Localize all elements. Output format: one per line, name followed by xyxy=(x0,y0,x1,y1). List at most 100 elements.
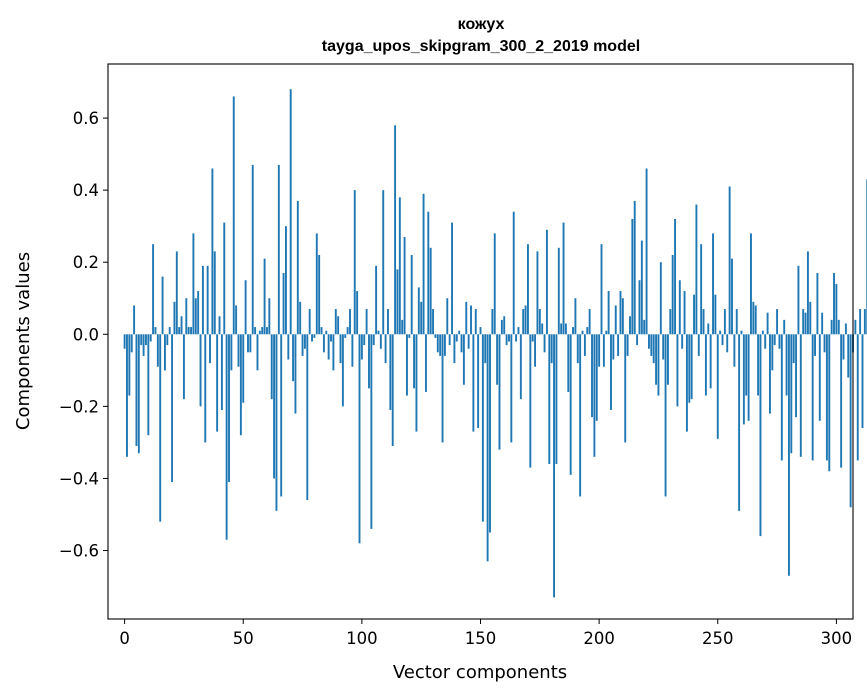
bar-128 xyxy=(427,211,430,335)
bar-229 xyxy=(666,334,669,385)
bar-164 xyxy=(512,211,515,335)
bar-281 xyxy=(790,334,793,454)
bar-130 xyxy=(432,309,434,335)
bar-167 xyxy=(519,334,522,400)
bar-199 xyxy=(595,334,598,421)
bar-306 xyxy=(849,334,852,508)
bar-34 xyxy=(204,334,207,443)
bar-108 xyxy=(379,334,382,349)
bar-55 xyxy=(254,327,257,335)
bar-211 xyxy=(624,334,627,443)
bar-8 xyxy=(142,334,145,356)
bar-154 xyxy=(489,334,491,533)
bar-78 xyxy=(308,309,311,335)
bar-54 xyxy=(251,164,254,335)
bar-212 xyxy=(626,334,629,356)
bar-79 xyxy=(311,334,313,342)
bar-152 xyxy=(484,334,487,364)
bar-159 xyxy=(500,319,503,335)
bar-157 xyxy=(496,334,499,385)
bar-183 xyxy=(557,247,560,335)
bar-21 xyxy=(173,301,176,335)
bar-110 xyxy=(384,334,387,364)
bar-201 xyxy=(600,244,603,335)
bar-3 xyxy=(130,334,133,353)
bar-286 xyxy=(802,309,805,335)
bar-251 xyxy=(719,330,722,335)
bar-177 xyxy=(543,334,546,353)
bar-23 xyxy=(178,327,181,335)
bar-151 xyxy=(481,334,484,522)
bar-134 xyxy=(441,334,444,443)
bar-239 xyxy=(690,334,693,400)
bar-249 xyxy=(714,294,717,335)
bar-288 xyxy=(806,251,809,335)
bar-171 xyxy=(529,334,532,468)
bar-126 xyxy=(422,193,425,335)
bar-272 xyxy=(769,334,771,414)
bar-273 xyxy=(771,334,774,371)
bar-168 xyxy=(522,309,525,335)
bar-16 xyxy=(161,276,164,335)
bar-131 xyxy=(434,334,437,338)
bar-228 xyxy=(664,334,667,497)
bar-243 xyxy=(700,244,703,335)
bar-85 xyxy=(325,330,328,335)
bar-39 xyxy=(216,334,219,432)
bar-195 xyxy=(586,327,589,335)
bar-38 xyxy=(213,251,216,335)
bar-266 xyxy=(754,305,757,335)
bar-279 xyxy=(785,334,788,396)
bar-62 xyxy=(270,334,273,400)
bar-233 xyxy=(676,334,679,407)
bar-121 xyxy=(410,255,413,335)
bar-204 xyxy=(607,291,610,335)
bar-132 xyxy=(436,334,439,353)
bar-245 xyxy=(704,334,707,396)
bar-139 xyxy=(453,334,456,364)
bar-172 xyxy=(531,334,534,342)
y-tick-label-3: 0.0 xyxy=(73,325,99,344)
bar-127 xyxy=(424,334,427,392)
bar-262 xyxy=(745,334,748,396)
bar-277 xyxy=(780,334,783,461)
x-tick-label-5: 250 xyxy=(702,629,734,648)
bar-242 xyxy=(697,334,700,356)
bar-186 xyxy=(564,323,567,335)
bar-32 xyxy=(199,334,202,407)
bar-125 xyxy=(420,301,423,335)
bar-283 xyxy=(795,334,798,418)
bar-296 xyxy=(825,334,828,461)
bar-4 xyxy=(133,305,136,335)
bar-95 xyxy=(349,309,351,335)
bar-213 xyxy=(629,316,631,335)
bar-285 xyxy=(799,334,802,457)
bar-61 xyxy=(268,298,271,335)
bar-240 xyxy=(693,294,695,335)
bar-150 xyxy=(479,327,482,335)
y-tick-label-6: −0.6 xyxy=(59,542,99,561)
bar-267 xyxy=(757,334,760,396)
bar-67 xyxy=(282,273,285,335)
bar-253 xyxy=(723,309,726,335)
bar-124 xyxy=(417,287,420,335)
bar-231 xyxy=(671,255,674,335)
bar-12 xyxy=(152,244,155,335)
bar-178 xyxy=(545,229,548,335)
bar-235 xyxy=(681,334,684,349)
bar-274 xyxy=(773,334,776,346)
bar-226 xyxy=(659,262,662,335)
bar-87 xyxy=(330,334,332,342)
bar-129 xyxy=(429,247,432,335)
bar-181 xyxy=(553,334,555,598)
bar-94 xyxy=(346,327,349,335)
bar-11 xyxy=(149,334,152,342)
bar-26 xyxy=(185,298,188,335)
bar-289 xyxy=(809,301,812,335)
bar-106 xyxy=(375,265,378,335)
bar-17 xyxy=(163,334,166,371)
bar-271 xyxy=(766,312,769,335)
bar-102 xyxy=(365,309,368,335)
bar-210 xyxy=(621,298,624,335)
bar-308 xyxy=(854,319,857,335)
